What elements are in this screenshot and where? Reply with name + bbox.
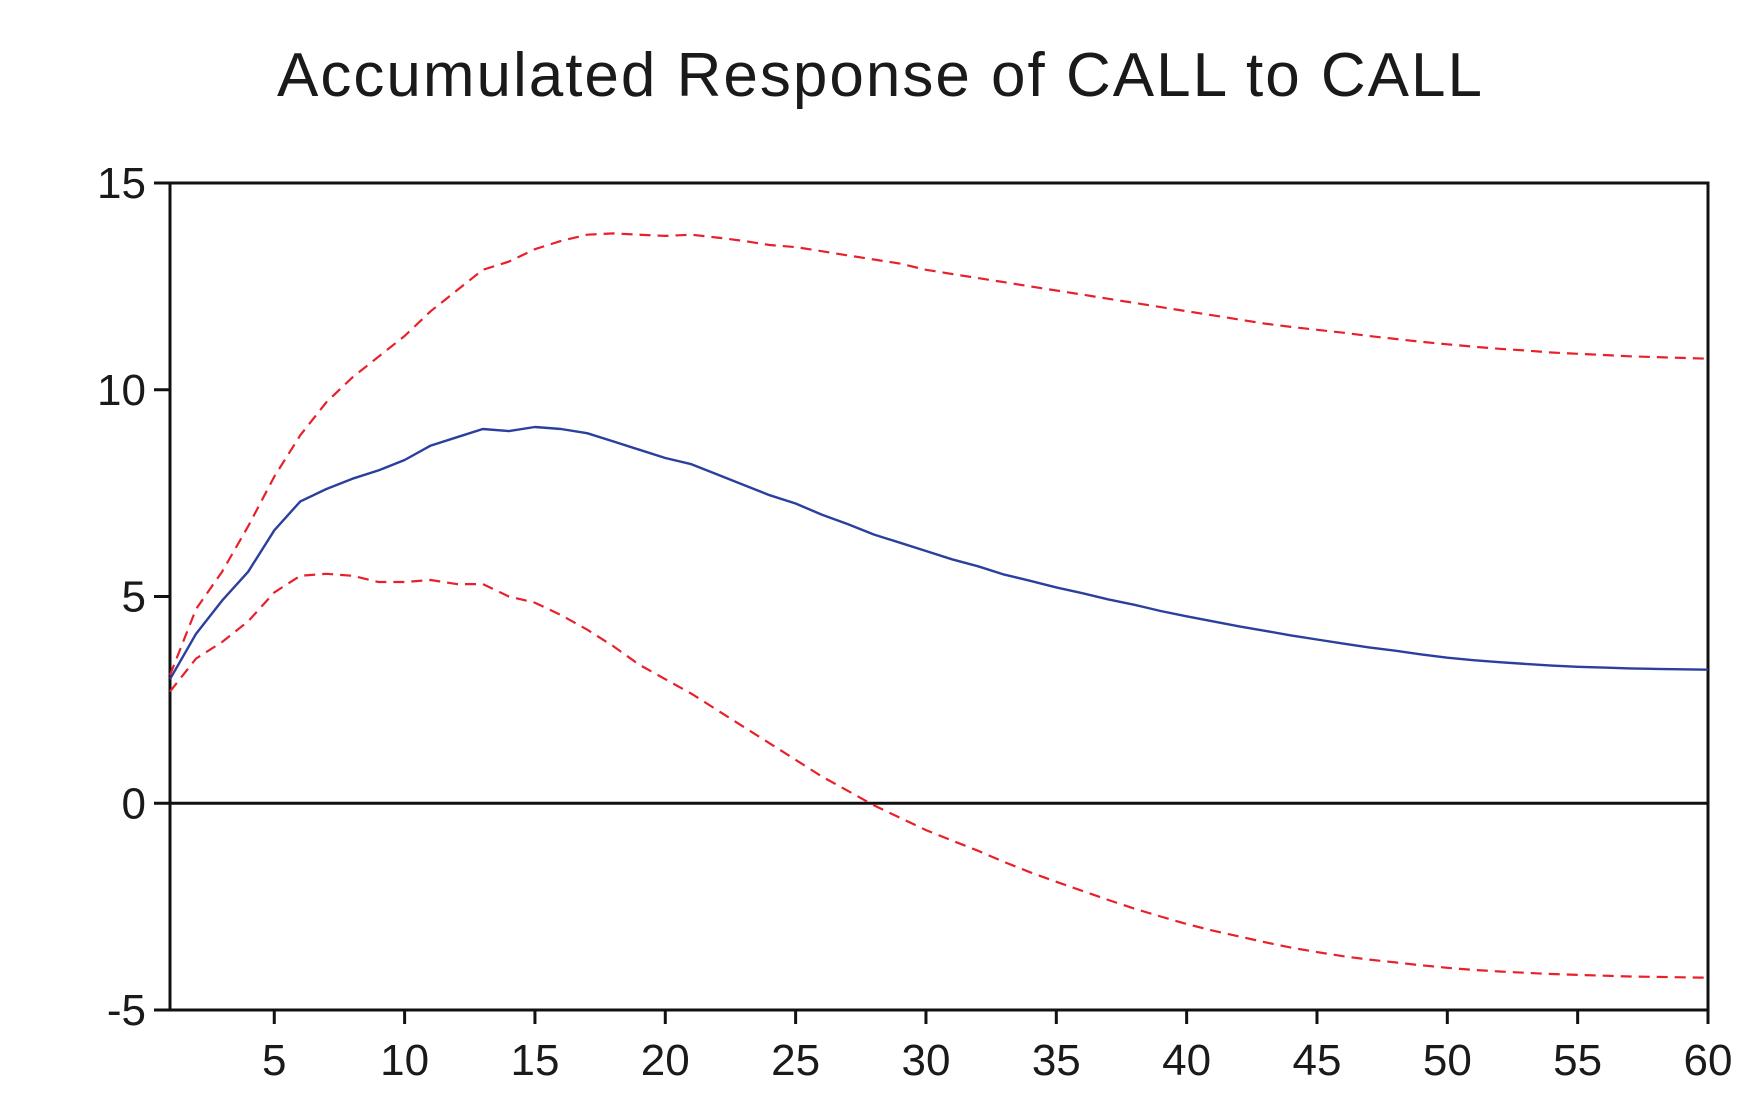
y-tick-label: 0 — [122, 779, 146, 828]
x-tick-label: 15 — [510, 1036, 559, 1085]
series-line-response — [168, 425, 1709, 680]
x-tick-label: 25 — [771, 1036, 820, 1085]
y-tick-label: -5 — [107, 986, 146, 1035]
y-tick-label: 10 — [97, 366, 146, 415]
chart-title: Accumulated Response of CALL to CALL — [276, 41, 1484, 110]
x-tick-label: 60 — [1684, 1036, 1733, 1085]
plot-frame — [168, 181, 1710, 1012]
x-tick-label: 55 — [1553, 1036, 1602, 1085]
y-tick-label: 5 — [122, 573, 146, 622]
x-tick-label: 40 — [1162, 1036, 1211, 1085]
series-line-lower-band — [169, 572, 1709, 979]
x-tick-label: 35 — [1032, 1036, 1081, 1085]
x-tick-label: 10 — [380, 1036, 429, 1085]
x-tick-label: 50 — [1423, 1036, 1472, 1085]
series-line-upper-band — [168, 232, 1709, 676]
x-tick-label: 30 — [901, 1036, 950, 1085]
x-tick-label: 5 — [262, 1036, 286, 1085]
x-tick-label: 45 — [1293, 1036, 1342, 1085]
y-tick-label: 15 — [97, 159, 146, 208]
x-tick-label: 20 — [641, 1036, 690, 1085]
